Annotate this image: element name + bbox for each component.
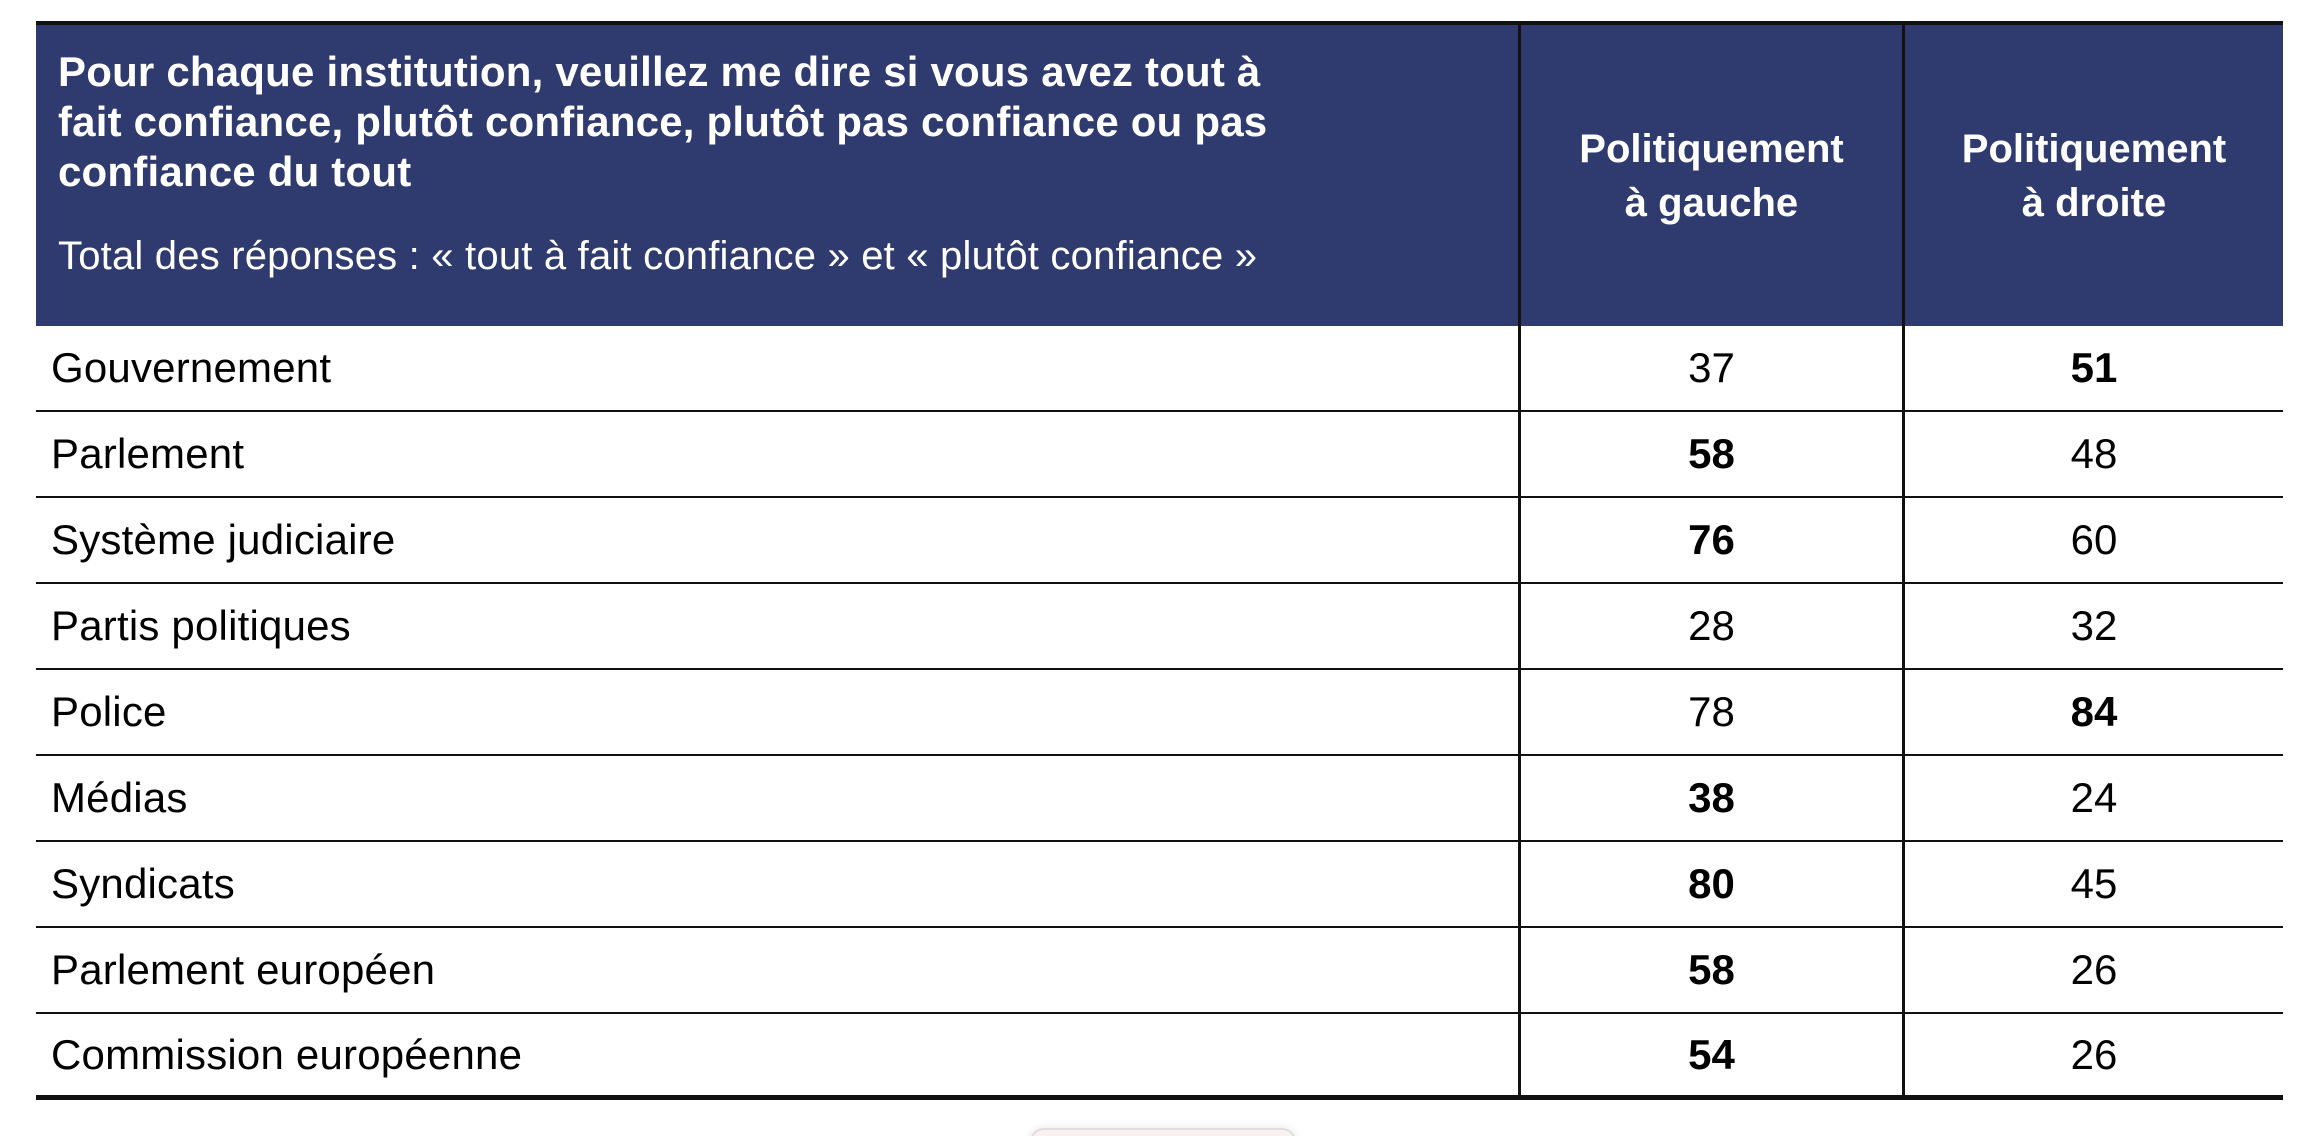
row-label: Gouvernement <box>51 344 332 391</box>
row-label: Parlement européen <box>51 946 436 993</box>
value-gauche: 38 <box>1518 756 1902 840</box>
row-label: Syndicats <box>51 860 235 907</box>
value-gauche: 58 <box>1518 412 1902 496</box>
table-subtitle: Total des réponses : « tout à fait confi… <box>58 234 1258 278</box>
table-row: Médias 38 24 <box>36 756 2283 842</box>
value-gauche: 37 <box>1518 326 1902 410</box>
table-row: Syndicats 80 45 <box>36 842 2283 928</box>
column-header-gauche: Politiquement à gauche <box>1518 25 1902 326</box>
value-droite: 84 <box>1902 670 2283 754</box>
value-droite: 32 <box>1902 584 2283 668</box>
value-gauche: 78 <box>1518 670 1902 754</box>
value-droite: 45 <box>1902 842 2283 926</box>
value-droite: 26 <box>1902 1014 2283 1095</box>
table-row: Parlement 58 48 <box>36 412 2283 498</box>
table-row: Partis politiques 28 32 <box>36 584 2283 670</box>
value-gauche: 80 <box>1518 842 1902 926</box>
column-header-droite-line: à droite <box>2021 180 2167 225</box>
table-row: Commission européenne 54 26 <box>36 1014 2283 1100</box>
column-header-gauche-line: à gauche <box>1624 180 1799 225</box>
value-droite: 26 <box>1902 928 2283 1012</box>
table-title-line: confiance du tout <box>58 148 412 195</box>
column-header-droite-line: Politiquement <box>1961 126 2227 171</box>
table-row: Police 78 84 <box>36 670 2283 756</box>
row-label: Système judiciaire <box>51 516 396 563</box>
table-header-question: Pour chaque institution, veuillez me dir… <box>36 25 1518 326</box>
table-title-line: fait confiance, plutôt confiance, plutôt… <box>58 98 1268 145</box>
row-label: Police <box>51 688 167 735</box>
column-header-gauche-line: Politiquement <box>1579 126 1844 171</box>
table-title: Pour chaque institution, veuillez me dir… <box>58 47 1494 197</box>
row-label: Médias <box>51 774 188 821</box>
value-gauche: 76 <box>1518 498 1902 582</box>
row-label: Commission européenne <box>51 1030 523 1078</box>
value-gauche: 28 <box>1518 584 1902 668</box>
table-title-line: Pour chaque institution, veuillez me dir… <box>58 48 1261 95</box>
table-header: Pour chaque institution, veuillez me dir… <box>36 25 2283 326</box>
column-header-droite: Politiquement à droite <box>1902 25 2283 326</box>
value-droite: 48 <box>1902 412 2283 496</box>
table-row: Parlement européen 58 26 <box>36 928 2283 1014</box>
table-row: Gouvernement 37 51 <box>36 326 2283 412</box>
value-droite: 60 <box>1902 498 2283 582</box>
value-droite: 51 <box>1902 326 2283 410</box>
value-droite: 24 <box>1902 756 2283 840</box>
row-label: Partis politiques <box>51 602 351 649</box>
bottom-popup-partial[interactable] <box>1030 1128 1296 1136</box>
value-gauche: 54 <box>1518 1014 1902 1095</box>
confidence-table: Pour chaque institution, veuillez me dir… <box>36 21 2283 1100</box>
table-row: Système judiciaire 76 60 <box>36 498 2283 584</box>
value-gauche: 58 <box>1518 928 1902 1012</box>
row-label: Parlement <box>51 430 245 477</box>
